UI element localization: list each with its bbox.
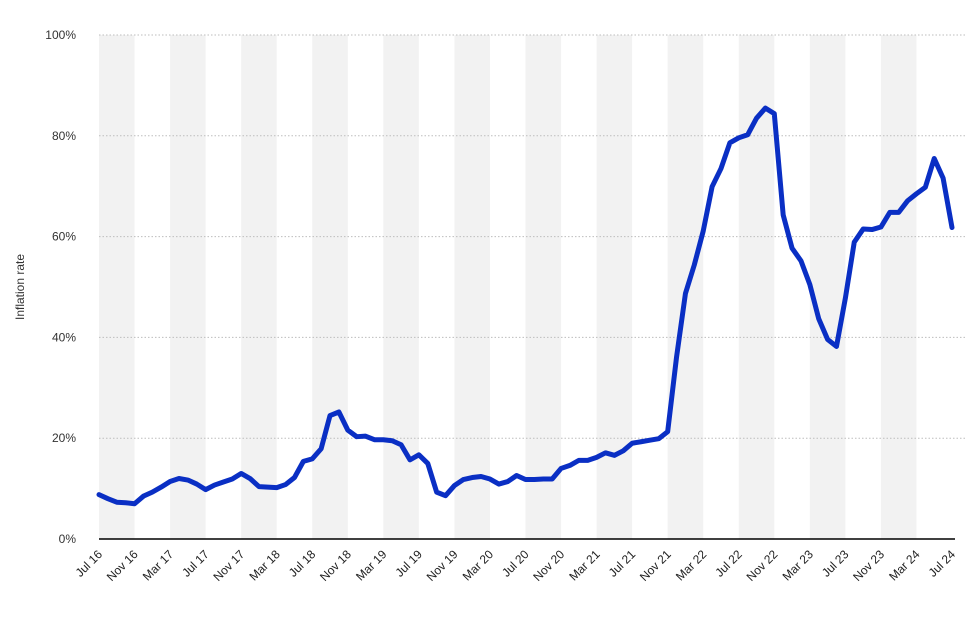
y-tick-label: 0% <box>59 532 77 546</box>
x-tick-label: Jul 21 <box>606 547 639 580</box>
inflation-series-line <box>96 105 955 507</box>
x-tick-label: Mar 20 <box>460 547 497 584</box>
y-tick-label: 60% <box>52 230 76 244</box>
x-tick-label: Nov 23 <box>850 547 887 584</box>
x-tick-label: Nov 22 <box>744 547 781 584</box>
x-tick-label: Mar 21 <box>566 547 603 584</box>
x-tick-label: Nov 20 <box>530 547 567 584</box>
y-tick-label: 80% <box>52 129 76 143</box>
gridlines <box>99 34 967 439</box>
y-axis-ticks: 0% 20% 40% 60% 80% 100% <box>45 28 76 546</box>
background-band <box>525 35 562 539</box>
x-tick-label: Jul 18 <box>286 547 319 580</box>
alternating-bands <box>99 35 917 539</box>
x-tick-label: Nov 19 <box>424 547 461 584</box>
background-band <box>809 35 846 539</box>
y-tick-label: 20% <box>52 431 76 445</box>
background-band <box>454 35 490 539</box>
background-band <box>170 35 206 539</box>
x-tick-label: Mar 17 <box>140 547 177 584</box>
x-tick-label: Jul 23 <box>819 547 852 580</box>
x-tick-label: Jul 17 <box>179 547 212 580</box>
x-tick-label: Mar 23 <box>780 547 817 584</box>
x-tick-label: Jul 19 <box>392 547 425 580</box>
background-band <box>99 35 135 539</box>
y-tick-label: 100% <box>45 28 76 42</box>
x-tick-label: Nov 16 <box>104 547 141 584</box>
x-tick-label: Mar 22 <box>673 547 710 584</box>
x-tick-label: Mar 19 <box>353 547 390 584</box>
x-tick-label: Jul 24 <box>926 547 959 580</box>
background-band <box>241 35 277 539</box>
x-tick-label: Nov 18 <box>317 547 354 584</box>
background-band <box>596 35 633 539</box>
y-axis-label: Inflation rate <box>13 254 27 320</box>
background-band <box>312 35 348 539</box>
x-tick-label: Mar 18 <box>247 547 284 584</box>
x-tick-label: Mar 24 <box>886 547 923 584</box>
background-band <box>383 35 419 539</box>
x-tick-label: Jul 16 <box>73 547 106 580</box>
x-tick-label: Nov 21 <box>637 547 674 584</box>
x-tick-label: Nov 17 <box>210 547 247 584</box>
background-band <box>880 35 917 539</box>
y-tick-label: 40% <box>52 330 76 344</box>
x-tick-label: Jul 20 <box>499 547 532 580</box>
x-tick-label: Jul 22 <box>712 547 745 580</box>
